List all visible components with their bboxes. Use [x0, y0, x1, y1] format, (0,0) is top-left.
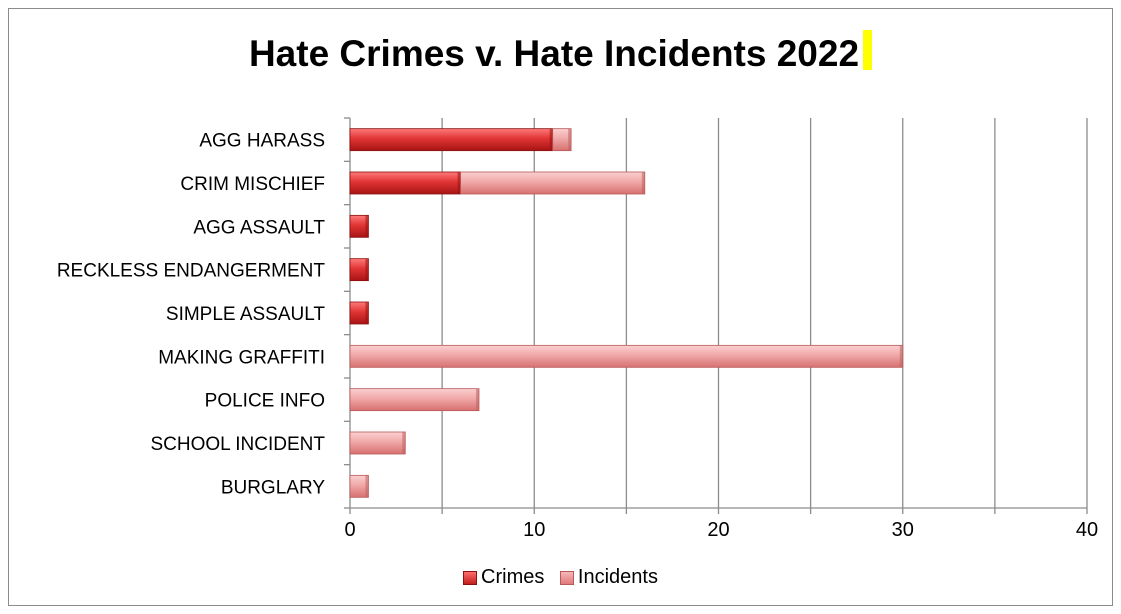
legend-item-crimes: Crimes: [463, 566, 544, 589]
legend-item-incidents: Incidents: [559, 566, 658, 589]
x-tick-label: 30: [892, 519, 914, 541]
title-highlight-mark: [863, 30, 873, 70]
x-tick-label: 0: [344, 519, 355, 541]
bar-incidents: [349, 431, 406, 455]
category-label: SCHOOL INCIDENT: [150, 434, 325, 455]
legend-swatch-incidents: [559, 570, 574, 585]
bar-end-cap: [549, 128, 553, 151]
bar-crimes: [349, 171, 461, 195]
bar-end-cap: [457, 172, 461, 194]
bar-end-cap: [365, 258, 369, 281]
category-label: POLICE INFO: [205, 391, 325, 412]
axis-labels: AGG HARASS CRIM MISCHIEF AGG ASSAULT RECKLE…: [57, 131, 1098, 541]
bar-end-cap: [475, 388, 479, 411]
chart-title-wrap: Hate Crimes v. Hate Incidents 2022: [0, 30, 1121, 75]
category-label: AGG ASSAULT: [193, 217, 325, 238]
bar-end-cap: [402, 432, 406, 454]
bar-end-cap: [568, 128, 572, 151]
legend-label-incidents: Incidents: [577, 566, 658, 588]
bar-end-cap: [641, 172, 645, 194]
category-label: CRIM MISCHIEF: [180, 174, 325, 195]
bar-end-cap: [899, 345, 903, 368]
bar-end-cap: [365, 215, 369, 238]
bar-end-cap: [365, 475, 369, 498]
x-tick-label: 20: [707, 519, 729, 541]
chart-frame: [8, 8, 1113, 606]
category-label: AGG HARASS: [199, 131, 325, 152]
bar-crimes: [349, 128, 554, 152]
legend: Crimes Incidents: [0, 566, 1121, 591]
category-label: MAKING GRAFFITI: [158, 347, 325, 368]
bar-incidents: [460, 171, 646, 195]
bar-end-cap: [365, 302, 369, 324]
category-label: RECKLESS ENDANGERMENT: [57, 261, 326, 282]
bar-incidents: [349, 344, 904, 368]
x-tick-label: 10: [523, 519, 545, 541]
chart-title: Hate Crimes v. Hate Incidents 2022: [248, 33, 860, 74]
x-tick-label: 40: [1076, 519, 1098, 541]
category-label: BURGLARY: [221, 477, 326, 498]
bars: [349, 128, 904, 498]
legend-label-crimes: Crimes: [481, 566, 545, 588]
category-label: SIMPLE ASSAULT: [166, 304, 325, 325]
legend-swatch-crimes: [463, 570, 478, 585]
bar-incidents: [349, 388, 480, 412]
